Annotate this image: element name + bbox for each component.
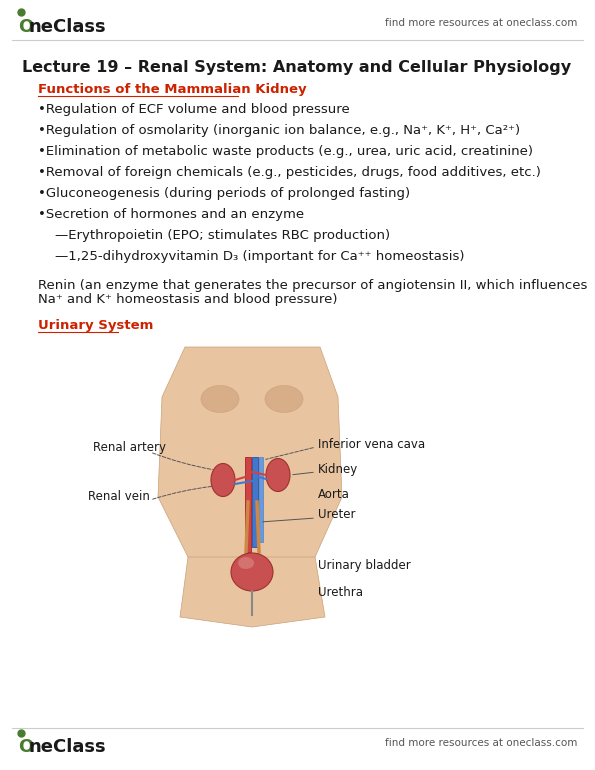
- Text: —Erythropoietin (EPO; stimulates RBC production): —Erythropoietin (EPO; stimulates RBC pro…: [55, 229, 390, 242]
- Text: Urinary System: Urinary System: [38, 319, 154, 332]
- Text: Urethra: Urethra: [318, 585, 363, 598]
- Bar: [252, 457, 258, 547]
- Text: neClass: neClass: [29, 738, 107, 756]
- Text: find more resources at oneclass.com: find more resources at oneclass.com: [384, 738, 577, 748]
- Text: •Elimination of metabolic waste products (e.g., urea, uric acid, creatinine): •Elimination of metabolic waste products…: [38, 145, 533, 158]
- Ellipse shape: [238, 557, 254, 569]
- Text: •Removal of foreign chemicals (e.g., pesticides, drugs, food additives, etc.): •Removal of foreign chemicals (e.g., pes…: [38, 166, 541, 179]
- Text: Na⁺ and K⁺ homeostasis and blood pressure): Na⁺ and K⁺ homeostasis and blood pressur…: [38, 293, 337, 306]
- Text: O: O: [18, 738, 33, 756]
- Text: Renal vein: Renal vein: [88, 490, 150, 504]
- Polygon shape: [180, 557, 325, 627]
- Ellipse shape: [231, 553, 273, 591]
- Text: Aorta: Aorta: [318, 487, 350, 501]
- Text: O: O: [18, 18, 33, 36]
- Text: Lecture 19 – Renal System: Anatomy and Cellular Physiology: Lecture 19 – Renal System: Anatomy and C…: [23, 60, 572, 75]
- Text: Renal artery: Renal artery: [93, 440, 166, 454]
- Text: Renin (an enzyme that generates the precursor of angiotensin II, which influence: Renin (an enzyme that generates the prec…: [38, 279, 587, 292]
- Text: find more resources at oneclass.com: find more resources at oneclass.com: [384, 18, 577, 28]
- Text: Kidney: Kidney: [318, 463, 358, 476]
- Polygon shape: [158, 347, 342, 622]
- Ellipse shape: [265, 386, 303, 413]
- Text: •Secretion of hormones and an enzyme: •Secretion of hormones and an enzyme: [38, 208, 304, 221]
- Bar: [259, 457, 263, 542]
- Ellipse shape: [201, 386, 239, 413]
- Text: •Regulation of osmolarity (inorganic ion balance, e.g., Na⁺, K⁺, H⁺, Ca²⁺): •Regulation of osmolarity (inorganic ion…: [38, 124, 520, 137]
- Text: neClass: neClass: [29, 18, 107, 36]
- Text: Functions of the Mammalian Kidney: Functions of the Mammalian Kidney: [38, 83, 306, 96]
- Text: Inferior vena cava: Inferior vena cava: [318, 437, 425, 450]
- Text: •Gluconeogenesis (during periods of prolonged fasting): •Gluconeogenesis (during periods of prol…: [38, 187, 410, 200]
- Text: •Regulation of ECF volume and blood pressure: •Regulation of ECF volume and blood pres…: [38, 103, 350, 116]
- Ellipse shape: [266, 458, 290, 491]
- Bar: [245, 457, 251, 552]
- Text: —1,25-dihydroxyvitamin D₃ (important for Ca⁺⁺ homeostasis): —1,25-dihydroxyvitamin D₃ (important for…: [55, 250, 465, 263]
- Text: Ureter: Ureter: [318, 508, 355, 521]
- Ellipse shape: [211, 464, 235, 497]
- Text: Urinary bladder: Urinary bladder: [318, 558, 411, 571]
